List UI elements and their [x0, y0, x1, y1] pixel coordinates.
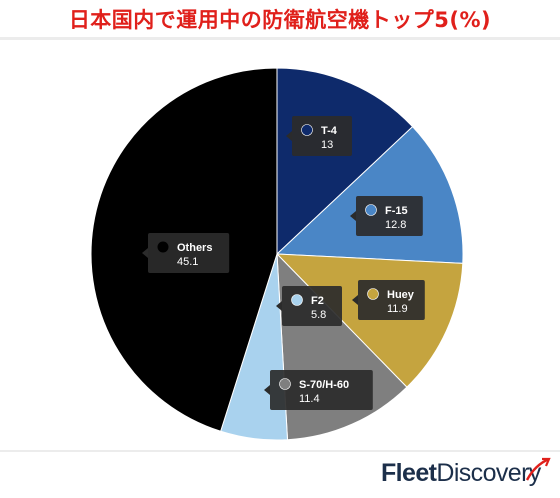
tooltip-series-label: Others: [177, 242, 212, 254]
legend-dot-icon: [291, 294, 303, 306]
tooltip-value-label: 13: [321, 139, 333, 151]
fleetdiscovery-logo: FleetDiscovery: [381, 457, 551, 491]
tooltip-others: Others 45.1: [142, 233, 230, 273]
tooltip-value-label: 11.4: [299, 393, 320, 405]
tooltip-f-15: F-15 12.8: [350, 196, 423, 236]
legend-dot-icon: [301, 124, 313, 136]
logo-swoosh-icon: [525, 457, 551, 481]
tooltip-value-label: 12.8: [385, 219, 406, 231]
tooltip-huey: Huey 11.9: [352, 280, 425, 320]
tooltip-box: [270, 370, 373, 410]
legend-dot-icon: [157, 241, 169, 253]
tooltip-value-label: 11.9: [387, 303, 408, 315]
legend-dot-icon: [367, 288, 379, 300]
tooltip-arrow: [286, 131, 292, 141]
tooltip-arrow: [350, 211, 356, 221]
logo-discovery-text: Discovery: [436, 459, 541, 487]
footer-divider: [0, 450, 560, 452]
header-divider: [0, 37, 560, 40]
pie-chart: T-413F-1512.8Huey11.9S-70/H-6011.4F25.8O…: [90, 67, 464, 441]
pie-slice-t-4[interactable]: [276, 67, 414, 256]
tooltip-series-label: F-15: [385, 205, 408, 217]
tooltip-arrow: [276, 301, 282, 311]
tooltip-value-label: 5.8: [311, 309, 326, 321]
tooltip-f2: F25.8: [276, 286, 342, 326]
tooltip-series-label: S-70/H-60: [299, 379, 349, 391]
tooltip-arrow: [264, 385, 270, 395]
legend-dot-icon: [279, 378, 291, 390]
chart-title: 日本国内で運用中の防衛航空機トップ5(%): [68, 8, 492, 32]
tooltip-s-70-h-60: S-70/H-60 11.4: [264, 370, 373, 410]
tooltip-box: [148, 233, 230, 273]
tooltip-series-label: F2: [311, 295, 324, 307]
legend-dot-icon: [365, 204, 377, 216]
tooltip-series-label: Huey: [387, 289, 415, 301]
tooltip-value-label: 45.1: [177, 256, 198, 268]
tooltip-t-4: T-413: [286, 116, 352, 156]
tooltip-arrow: [352, 295, 358, 305]
tooltip-series-label: T-4: [321, 125, 338, 137]
logo-fleet-text: Fleet: [381, 459, 437, 487]
tooltip-arrow: [142, 248, 148, 258]
data-label-tooltips: T-413F-1512.8Huey11.9S-70/H-6011.4F25.8O…: [142, 116, 425, 410]
